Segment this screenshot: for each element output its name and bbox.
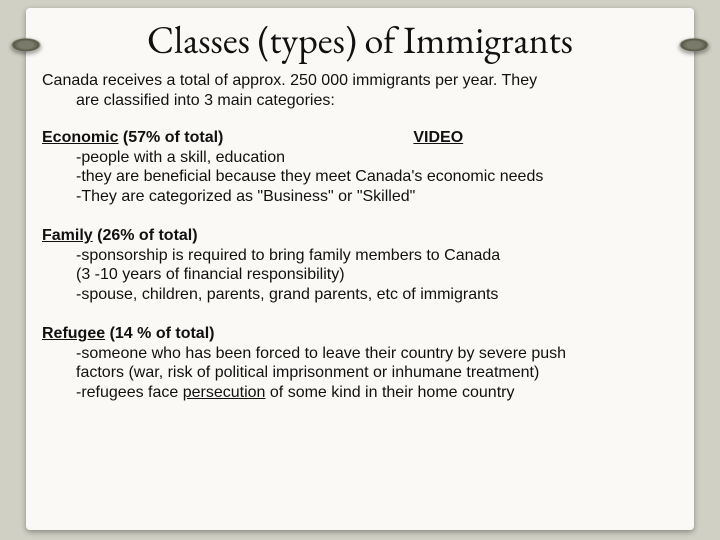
section-economic-heading: Economic (57% of total) VIDEO: [42, 128, 678, 148]
section-refugee: Refugee (14 % of total) -someone who has…: [42, 324, 678, 402]
family-heading-pct: (26% of total): [93, 227, 198, 244]
section-refugee-heading: Refugee (14 % of total): [42, 324, 678, 344]
slide-page: Classes (types) of Immigrants Canada rec…: [26, 8, 694, 530]
family-bullet: -sponsorship is required to bring family…: [76, 246, 678, 266]
family-bullet: (3 -10 years of financial responsibility…: [76, 265, 678, 285]
refugee-heading-pct: (14 % of total): [105, 325, 214, 342]
video-link[interactable]: VIDEO: [413, 128, 463, 148]
refugee-bullet: -someone who has been forced to leave th…: [76, 344, 678, 364]
section-economic: Economic (57% of total) VIDEO -people wi…: [42, 128, 678, 206]
economic-bullet: -They are categorized as "Business" or "…: [76, 187, 678, 207]
intro-line-1: Canada receives a total of approx. 250 0…: [42, 72, 537, 89]
refugee-b3-pre: -refugees face: [76, 384, 183, 401]
family-bullet: -spouse, children, parents, grand parent…: [76, 285, 678, 305]
section-family: Family (26% of total) -sponsorship is re…: [42, 226, 678, 304]
intro-paragraph: Canada receives a total of approx. 250 0…: [42, 71, 678, 110]
economic-bullet: -they are beneficial because they meet C…: [76, 167, 678, 187]
economic-heading-pct: (57% of total): [118, 129, 223, 146]
intro-line-2: are classified into 3 main categories:: [42, 91, 678, 111]
family-bullets: -sponsorship is required to bring family…: [42, 246, 678, 305]
refugee-bullets: -someone who has been forced to leave th…: [42, 344, 678, 403]
refugee-bullet: factors (war, risk of political imprison…: [76, 363, 678, 383]
refugee-b3-under: persecution: [183, 384, 266, 401]
slide-body: Canada receives a total of approx. 250 0…: [42, 71, 678, 402]
economic-heading-name: Economic: [42, 129, 118, 146]
family-heading-name: Family: [42, 227, 93, 244]
economic-bullets: -people with a skill, education -they ar…: [42, 148, 678, 207]
refugee-heading-name: Refugee: [42, 325, 105, 342]
section-family-heading: Family (26% of total): [42, 226, 678, 246]
economic-bullet: -people with a skill, education: [76, 148, 678, 168]
refugee-bullet: -refugees face persecution of some kind …: [76, 383, 678, 403]
slide-title: Classes (types) of Immigrants: [42, 16, 678, 65]
refugee-b3-post: of some kind in their home country: [265, 384, 514, 401]
